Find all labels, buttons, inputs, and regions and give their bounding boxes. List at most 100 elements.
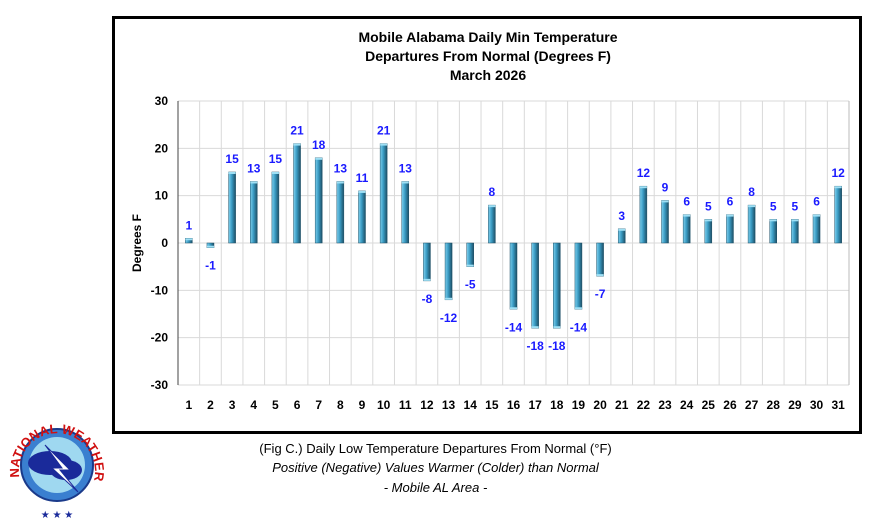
bar-cap	[596, 274, 604, 277]
svg-text:★ ★ ★: ★ ★ ★	[41, 510, 73, 521]
data-label: -18	[548, 339, 566, 353]
bar-cap	[769, 219, 777, 222]
bar-day-11	[401, 181, 410, 244]
x-tick-label: 15	[485, 398, 499, 412]
bar-day-3	[228, 171, 236, 244]
bar-day-15	[488, 204, 496, 244]
chart-title-line-2: Departures From Normal (Degrees F)	[365, 48, 611, 64]
bar-day-26	[726, 214, 734, 244]
y-tick-label: -10	[151, 283, 169, 297]
x-tick-label: 9	[359, 398, 366, 412]
x-tick-label: 23	[658, 398, 672, 412]
data-label: 13	[334, 161, 348, 175]
data-label: 12	[831, 166, 845, 180]
bar-day-27	[747, 204, 756, 244]
y-tick-label: 20	[155, 141, 169, 155]
x-tick-label: 2	[207, 398, 214, 412]
x-tick-label: 21	[615, 398, 629, 412]
data-label: 12	[637, 166, 651, 180]
data-label: -5	[465, 278, 476, 292]
bar-day-28	[769, 219, 777, 244]
bar-day-16	[509, 242, 518, 310]
y-tick-label: -20	[151, 331, 169, 345]
caption-line-3: - Mobile AL Area -	[383, 480, 488, 495]
x-tick-label: 20	[593, 398, 607, 412]
x-tick-label: 22	[637, 398, 651, 412]
bar-day-29	[791, 219, 799, 244]
x-tick-label: 24	[680, 398, 694, 412]
caption-line-1: (Fig C.) Daily Low Temperature Departure…	[259, 441, 612, 456]
y-tick-label: 0	[161, 236, 168, 250]
y-tick-label: -30	[151, 378, 169, 392]
bar-cap	[639, 186, 647, 189]
x-tick-label: 26	[723, 398, 737, 412]
bar-cap	[661, 200, 669, 203]
data-label: 9	[662, 180, 669, 194]
data-label: -14	[505, 320, 523, 334]
y-tick-label: 30	[155, 94, 169, 108]
data-label: -8	[422, 292, 433, 306]
bar-day-22	[639, 185, 648, 244]
bar-cap	[206, 245, 214, 248]
bar-cap	[510, 307, 517, 310]
bar-day-21	[617, 228, 626, 244]
bar-cap	[488, 205, 496, 208]
data-label: 6	[727, 195, 734, 209]
chart-title-line-1: Mobile Alabama Daily Min Temperature	[358, 29, 617, 45]
x-tick-label: 7	[315, 398, 322, 412]
data-label: 3	[618, 209, 625, 223]
bar-day-14	[466, 242, 474, 267]
bar-day-6	[293, 143, 301, 244]
bar-day-24	[682, 214, 691, 244]
y-axis-label: Degrees F	[130, 214, 144, 272]
bar-cap	[791, 219, 799, 222]
bar-day-4	[250, 181, 258, 244]
data-label: 6	[813, 195, 820, 209]
data-label: 6	[683, 195, 690, 209]
bar-cap	[185, 238, 193, 241]
bar-cap	[271, 172, 279, 174]
y-tick-label: 10	[155, 189, 169, 203]
data-label: 13	[399, 161, 413, 175]
bar-cap	[574, 307, 582, 310]
x-tick-label: 27	[745, 398, 759, 412]
data-label: 5	[770, 199, 777, 213]
x-tick-label: 3	[229, 398, 236, 412]
x-tick-label: 17	[528, 398, 542, 412]
x-tick-label: 8	[337, 398, 344, 412]
bar-cap	[380, 143, 388, 146]
data-label: 15	[225, 152, 239, 166]
bar-day-18	[553, 242, 561, 329]
data-label: 5	[705, 199, 712, 213]
x-tick-label: 31	[831, 398, 845, 412]
bar-cap	[336, 181, 344, 184]
x-tick-label: 18	[550, 398, 564, 412]
bar-cap	[531, 326, 539, 329]
data-label: -18	[526, 339, 544, 353]
bar-cap	[250, 181, 258, 184]
svg-text:NATIONAL WEATHER SERVICE: NATIONAL WEATHER SERVICE	[0, 0, 107, 483]
x-tick-label: 13	[442, 398, 456, 412]
data-label: 15	[269, 152, 283, 166]
data-label: 11	[356, 171, 369, 185]
x-tick-label: 19	[572, 398, 586, 412]
x-tick-label: 10	[377, 398, 391, 412]
bar-cap	[445, 297, 453, 300]
bar-cap	[401, 181, 409, 184]
data-label: -14	[570, 320, 588, 334]
bar-cap	[358, 190, 366, 193]
caption-line-2: Positive (Negative) Values Warmer (Colde…	[272, 460, 599, 475]
bar-day-31	[834, 185, 842, 244]
bar-cap	[466, 264, 474, 267]
bar-cap	[834, 186, 842, 189]
data-label: 21	[377, 124, 391, 138]
bar-day-19	[574, 242, 583, 310]
x-tick-label: 16	[507, 398, 521, 412]
bar-cap	[813, 214, 821, 217]
bar-day-5	[271, 171, 280, 244]
data-label: -1	[205, 259, 216, 273]
bar-cap	[683, 214, 691, 217]
bar-cap	[293, 143, 301, 146]
x-tick-label: 25	[702, 398, 716, 412]
